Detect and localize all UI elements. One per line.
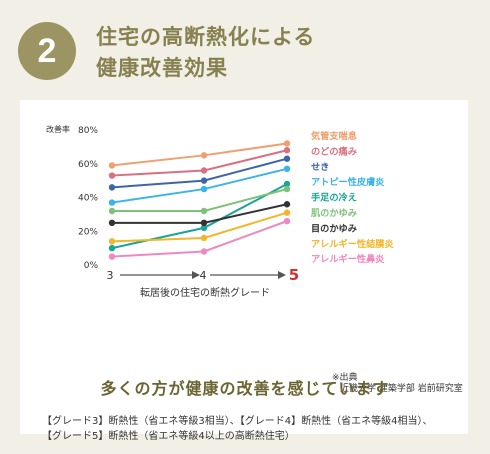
data-point [200,167,208,174]
data-point [283,147,291,154]
source-name: 近畿大学 建築学部 岩前研究室 [340,384,463,394]
data-point [108,238,116,245]
data-point [283,209,291,216]
y-tick-label: 40% [78,194,98,204]
data-point [200,207,208,215]
data-point [108,219,116,227]
grade-note-line-2: 【グレード5】断熱性（省エネ等級4以上の高断熱住宅） [42,431,295,442]
data-point [283,185,291,193]
legend-entry: アレルギー性結膜炎 [311,238,394,250]
x-tick-label: 3 [107,269,114,282]
data-point [283,180,291,188]
grade-note-line-1: 【グレード3】断熱性（省エネ等級3相当）、【グレード4】断熱性（省エネ等級4相当… [42,416,433,427]
x-tick-label: 4 [200,269,207,282]
data-point [200,224,208,232]
section-heading: 住宅の高断熱化による 健康改善効果 [96,22,315,84]
step-number-badge: 2 [18,22,76,80]
improvement-line-chart: 改善率 0% 20% 40% 60% 80% 気管支喘息のどの痛みせきアトピー性皮膚炎手足の… [46,124,394,299]
legend-entry: 肌のかゆみ [310,208,357,219]
data-point [200,248,208,255]
source-note: ※出典 近畿大学 建築学部 岩前研究室 [332,373,463,395]
data-point [200,152,208,159]
y-tick-label: 80% [78,126,98,136]
data-point [283,140,291,147]
heading-line-1: 住宅の高断熱化による [96,25,316,49]
grade-notes: 【グレード3】断熱性（省エネ等級3相当）、【グレード4】断熱性（省エネ等級4相当… [42,414,432,444]
y-tick-label: 0% [84,261,99,271]
data-point [108,244,116,252]
x-tick-label: 5 [289,266,299,284]
data-point [108,207,116,215]
data-point [200,234,208,242]
legend-entry: 目のかゆみ [311,223,357,234]
heading-line-2: 健康改善効果 [96,56,228,80]
y-tick-label: 20% [78,227,98,237]
legend-entry: 気管支喘息 [311,130,357,142]
legend-entry: せき [311,162,329,173]
data-point [200,219,208,227]
series-line [112,188,288,212]
legend-entry: のどの痛み [311,145,357,157]
data-point [108,172,116,179]
data-point [283,165,291,173]
data-point [108,253,116,260]
data-point [283,155,291,162]
x-axis-arrowhead [278,271,286,279]
y-axis-label: 改善率 [46,124,70,134]
chart-card: 改善率 0% 20% 40% 60% 80% 気管支喘息のどの痛みせきアトピー性皮膚炎 手足の… [20,100,468,442]
legend-entry: 手足の冷え [311,192,357,204]
data-point [200,185,208,193]
legend-entry: アレルギー性鼻炎 [311,253,385,265]
summary-text: 多くの方が健康の改善を感じています [100,379,390,398]
x-axis-label: 転居後の住宅の断熱グレード [140,286,270,299]
data-point [283,201,291,208]
data-point [108,184,116,191]
source-label: ※出典 [332,373,358,383]
legend-entry: アトピー性皮膚炎 [311,176,385,188]
data-point [283,217,291,225]
series-line [111,142,288,167]
y-tick-label: 60% [78,160,98,170]
data-point [108,199,116,206]
data-point [200,177,208,184]
data-point [108,162,116,169]
x-axis-arrowhead [192,271,200,279]
series-line [111,211,288,243]
